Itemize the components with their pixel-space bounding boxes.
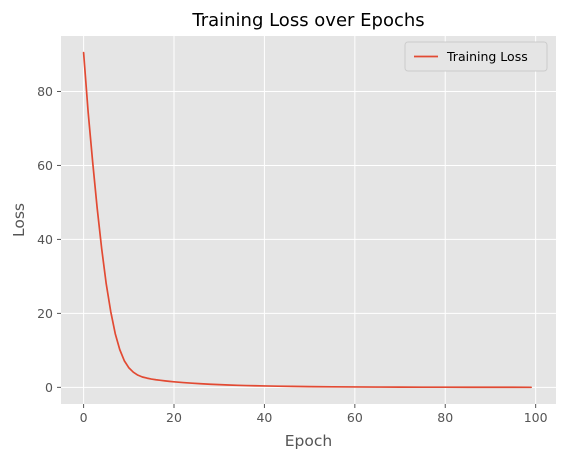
- y-tick-label: 0: [45, 380, 53, 395]
- x-tick-label: 20: [166, 410, 182, 425]
- chart-title: Training Loss over Epochs: [191, 10, 424, 31]
- plot-area: [61, 36, 556, 404]
- legend-box: [404, 41, 548, 72]
- y-axis-ticks: 0 20 40 60 80: [37, 84, 61, 395]
- x-axis-ticks: 0 20 40 60 80 100: [80, 404, 548, 425]
- series-layer: [82, 51, 532, 389]
- y-axis-label: Loss: [10, 203, 28, 237]
- x-tick-label: 80: [437, 410, 453, 425]
- grid: [61, 36, 556, 404]
- x-tick-label: 100: [524, 410, 548, 425]
- y-tick-label: 80: [37, 84, 53, 99]
- y-tick-label: 40: [37, 232, 53, 247]
- series-line-training-loss: [82, 51, 532, 389]
- x-tick-label: 40: [256, 410, 272, 425]
- y-tick-label: 60: [37, 158, 53, 173]
- x-tick-label: 0: [80, 410, 88, 425]
- legend: Training Loss: [404, 41, 548, 72]
- x-axis-label: Epoch: [285, 432, 332, 450]
- legend-label-training-loss: Training Loss: [446, 49, 528, 64]
- x-tick-label: 60: [347, 410, 363, 425]
- y-tick-label: 20: [37, 306, 53, 321]
